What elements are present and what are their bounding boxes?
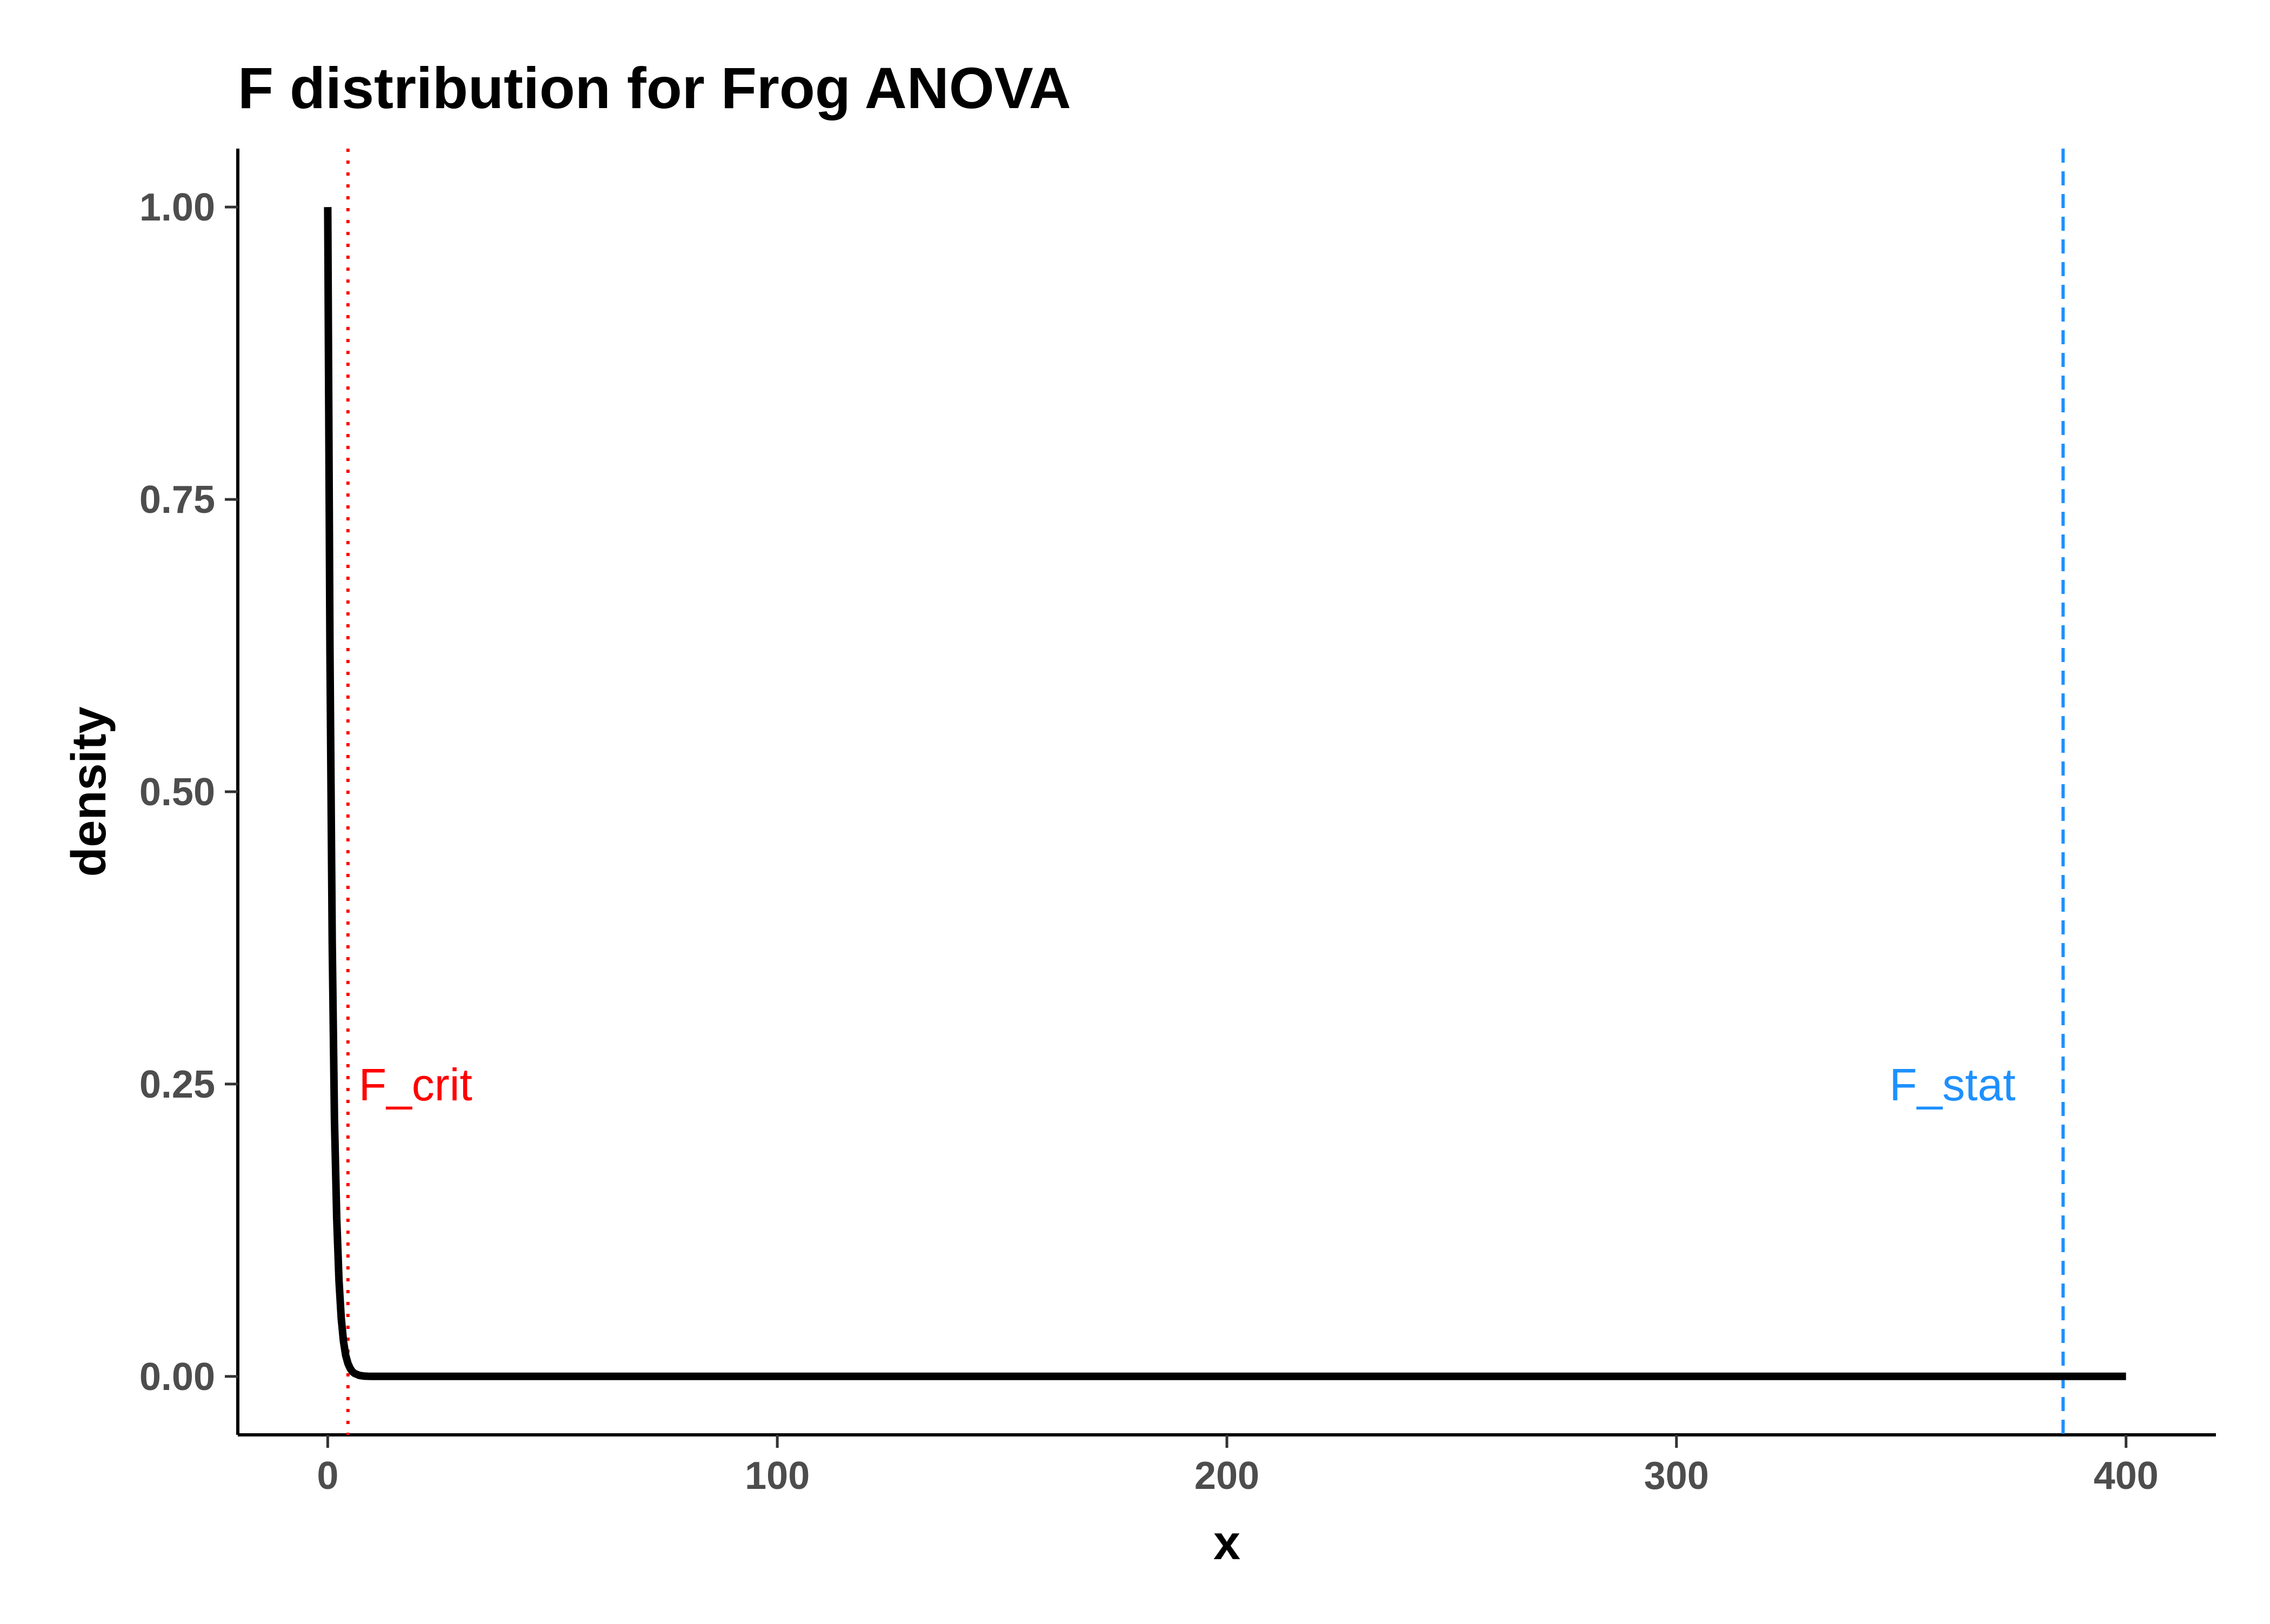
y-tick-label: 1.00 [139, 186, 215, 229]
y-axis: 0.00 0.25 0.50 0.75 1.00 [139, 149, 239, 1435]
chart-title: F distribution for Frog ANOVA [238, 55, 1071, 121]
y-axis-title: density [62, 706, 116, 877]
x-axis-title: x [1213, 1516, 1240, 1570]
reference-lines [346, 149, 2065, 1435]
y-tick-label: 0.25 [139, 1063, 215, 1106]
series-layer [324, 207, 2126, 1380]
y-tick-label: 0.75 [139, 478, 215, 522]
annotations: F_crit F_stat [359, 1059, 2015, 1110]
f-crit-label: F_crit [359, 1059, 472, 1110]
x-tick-label: 300 [1644, 1454, 1709, 1498]
x-tick-label: 400 [2094, 1454, 2159, 1498]
y-tick-label: 0.00 [139, 1355, 215, 1399]
x-tick-label: 0 [317, 1454, 338, 1498]
f-stat-label: F_stat [1890, 1059, 2015, 1110]
y-tick-label: 0.50 [139, 771, 215, 814]
x-axis: 0 100 200 300 400 [238, 1433, 2216, 1498]
density-curve [324, 207, 2126, 1380]
x-tick-label: 100 [745, 1454, 810, 1498]
x-tick-label: 200 [1194, 1454, 1259, 1498]
